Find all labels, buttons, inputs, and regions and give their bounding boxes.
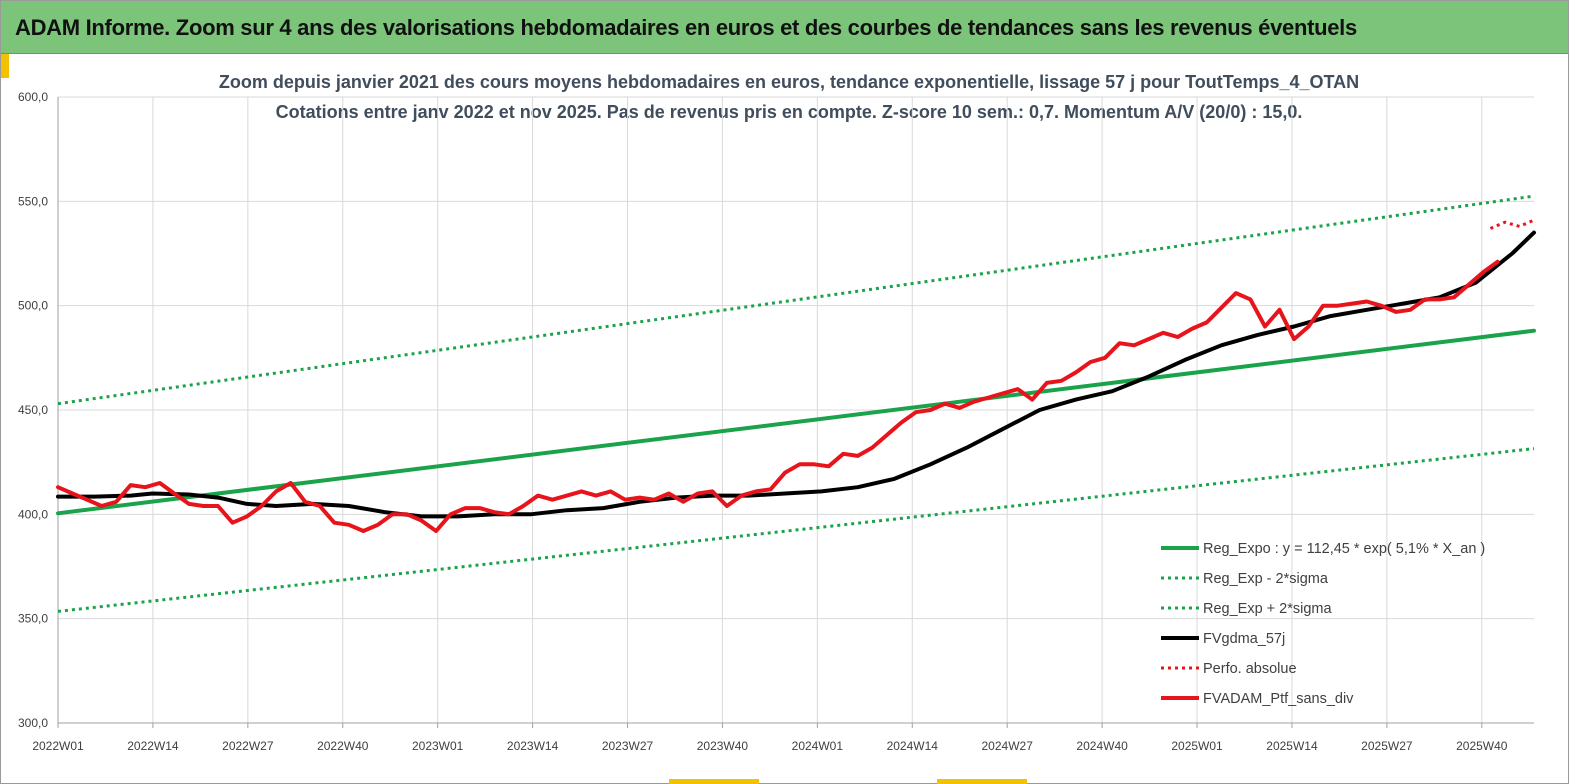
legend-label: Reg_Exp + 2*sigma [1203, 601, 1332, 617]
y-tick-label: 350,0 [18, 612, 48, 626]
x-tick-label: 2025W27 [1361, 739, 1413, 753]
series-reg-expo-y-112-45-exp-5-1-x-an [56, 328, 1536, 516]
x-tick-label: 2025W01 [1171, 739, 1223, 753]
axes: 600,0 550,0 500,0 450,0 400,0 350,0 300,0 2022W… [18, 90, 1534, 753]
legend-label: Reg_Exp - 2*sigma [1203, 571, 1329, 587]
x-tick-label: 2022W27 [222, 739, 274, 753]
chart-subtitle: Cotations entre janv 2022 et nov 2025. P… [276, 102, 1303, 122]
x-tick-label: 2024W27 [982, 739, 1034, 753]
legend-label: Reg_Expo : y = 112,45 * exp( 5,1% * X_an… [1203, 541, 1485, 557]
grid [57, 96, 1534, 724]
report-header: ADAM Informe. Zoom sur 4 ans des valoris… [1, 1, 1568, 54]
legend-label: Perfo. absolue [1203, 661, 1297, 677]
y-tick-label: 500,0 [18, 299, 48, 313]
y-tick-label: 400,0 [18, 507, 48, 521]
x-tick-label: 2024W01 [792, 739, 844, 753]
x-tick-label: 2024W40 [1076, 739, 1128, 753]
y-tick-label: 550,0 [18, 194, 48, 208]
x-tick-label: 2023W27 [602, 739, 654, 753]
legend-label: FVgdma_57j [1203, 631, 1285, 647]
series-fvgdma-57j [56, 230, 1536, 519]
legend: Reg_Expo : y = 112,45 * exp( 5,1% * X_an… [1161, 541, 1485, 707]
report-title: ADAM Informe. Zoom sur 4 ans des valoris… [15, 15, 1357, 40]
series-perfo-absolue [1489, 218, 1535, 230]
y-tick-label: 450,0 [18, 403, 48, 417]
accent-marker [1, 54, 9, 78]
series-reg-exp-2-sigma [57, 447, 1535, 613]
series-fvadam-ptf-sans-div [56, 259, 1500, 533]
x-tick-label: 2023W14 [507, 739, 559, 753]
x-tick-label: 2022W40 [317, 739, 369, 753]
y-tick-label: 600,0 [18, 90, 48, 104]
x-tick-label: 2023W40 [697, 739, 749, 753]
accent-marker-bottom [937, 779, 1027, 784]
accent-marker-bottom [669, 779, 759, 784]
x-tick-label: 2023W01 [412, 739, 464, 753]
x-tick-label: 2025W14 [1266, 739, 1318, 753]
chart-title: Zoom depuis janvier 2021 des cours moyen… [219, 72, 1359, 92]
x-tick-label: 2022W14 [127, 739, 179, 753]
y-tick-label: 300,0 [18, 716, 48, 730]
x-tick-label: 2022W01 [32, 739, 84, 753]
x-tick-label: 2025W40 [1456, 739, 1508, 753]
series-layer [56, 194, 1536, 613]
series-reg-exp-2-sigma [57, 194, 1535, 406]
legend-label: FVADAM_Ptf_sans_div [1203, 691, 1354, 707]
x-tick-label: 2024W14 [887, 739, 939, 753]
